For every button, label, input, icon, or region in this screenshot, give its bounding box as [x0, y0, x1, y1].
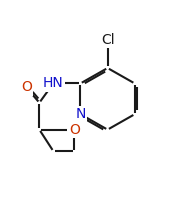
Text: O: O — [69, 123, 80, 137]
Text: N: N — [75, 107, 86, 121]
Text: Cl: Cl — [101, 33, 114, 46]
Text: O: O — [21, 80, 32, 94]
Text: HN: HN — [43, 76, 64, 91]
